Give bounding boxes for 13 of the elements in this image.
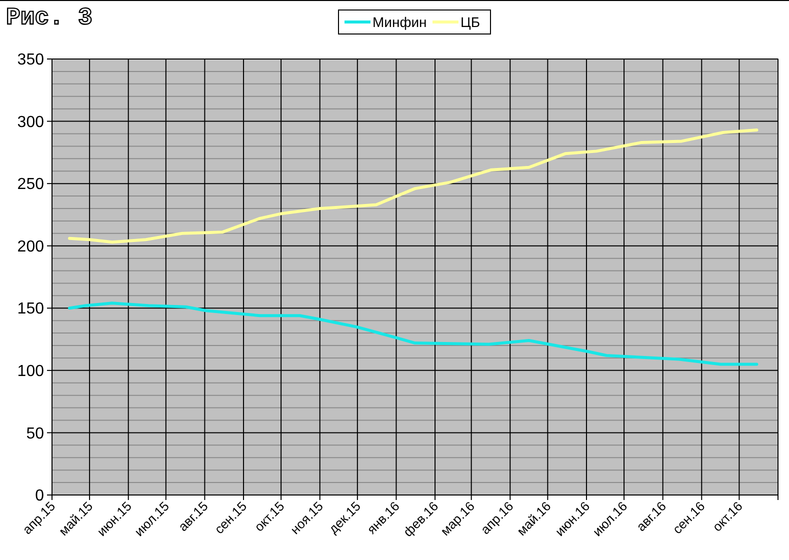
- y-tick-label: 0: [35, 488, 44, 505]
- y-tick-label: 350: [17, 52, 44, 69]
- y-tick-label: 100: [17, 363, 44, 380]
- legend-label: Минфин: [372, 14, 427, 30]
- y-tick-label: 200: [17, 238, 44, 256]
- y-tick-label: 50: [26, 425, 44, 442]
- chart-title: Рис. 3: [6, 5, 92, 32]
- line-series: [68, 302, 758, 366]
- line-series: [68, 128, 758, 244]
- y-tick-label: 150: [17, 300, 44, 318]
- legend-label: ЦБ: [460, 14, 480, 30]
- y-tick-label: 300: [17, 114, 44, 131]
- y-tick-label: 250: [17, 176, 44, 194]
